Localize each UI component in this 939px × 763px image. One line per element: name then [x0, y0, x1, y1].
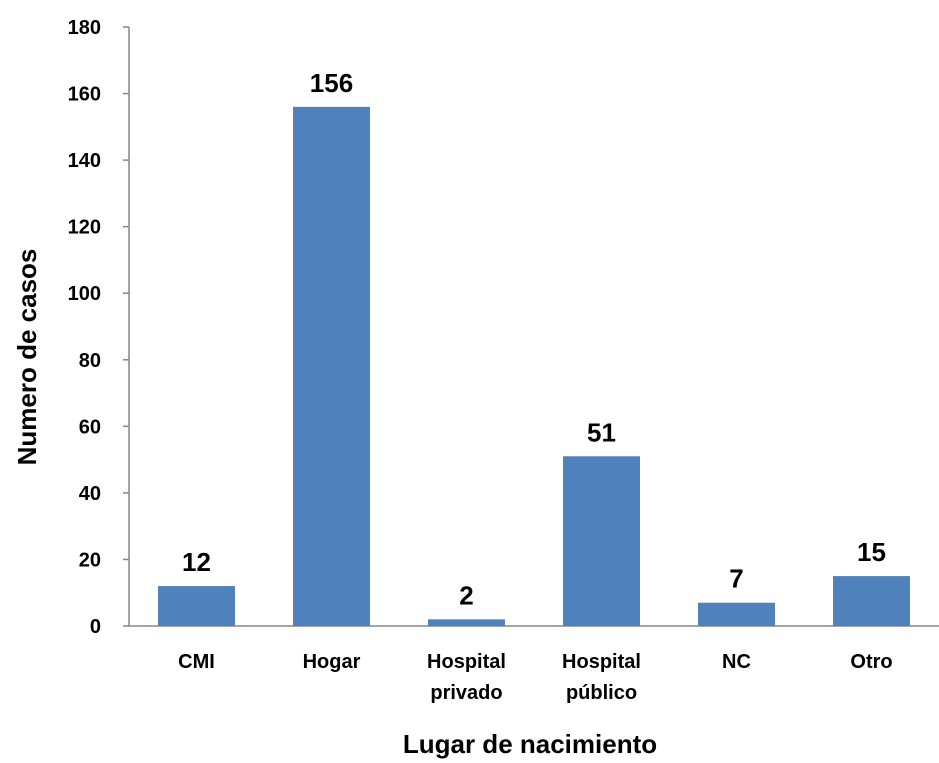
y-tick-label: 60 — [79, 416, 101, 438]
data-label: 15 — [857, 537, 886, 567]
x-axis-title: Lugar de nacimiento — [403, 729, 657, 759]
y-tick-label: 20 — [79, 549, 101, 571]
y-tick-label: 140 — [68, 150, 101, 172]
x-tick-label: Hospital — [427, 651, 506, 673]
x-tick-label: privado — [430, 682, 502, 704]
data-label: 51 — [587, 417, 616, 447]
y-tick-label: 180 — [68, 17, 101, 39]
bars — [158, 106, 910, 626]
x-tick-label: Hogar — [303, 651, 361, 673]
bar — [833, 576, 910, 626]
data-label: 7 — [729, 564, 743, 594]
y-tick-label: 120 — [68, 217, 101, 239]
bar — [428, 619, 505, 626]
x-tick-label: NC — [722, 651, 751, 673]
y-axis: 0 20 40 60 80 100 120 140 160 180 — [68, 17, 130, 638]
bar — [563, 456, 640, 626]
y-tick-label: 40 — [79, 483, 101, 505]
bar — [293, 106, 370, 626]
y-axis-title: Numero de casos — [12, 249, 42, 466]
x-tick-label: CMI — [178, 651, 215, 673]
x-tick-label: Otro — [850, 651, 892, 673]
x-axis: CMI Hogar Hospital privado Hospital público NC… — [129, 625, 939, 704]
data-label: 12 — [182, 547, 211, 577]
data-label: 2 — [459, 580, 473, 610]
x-tick-label: público — [566, 682, 637, 704]
x-tick-label: Hospital — [562, 651, 641, 673]
y-tick-label: 100 — [68, 283, 101, 305]
bar — [698, 602, 775, 626]
y-tick-label: 0 — [90, 616, 101, 638]
y-tick-label: 160 — [68, 84, 101, 106]
data-label: 156 — [310, 68, 353, 98]
bar — [158, 586, 235, 626]
data-labels: 12 156 2 51 7 15 — [182, 68, 886, 610]
y-tick-label: 80 — [79, 350, 101, 372]
